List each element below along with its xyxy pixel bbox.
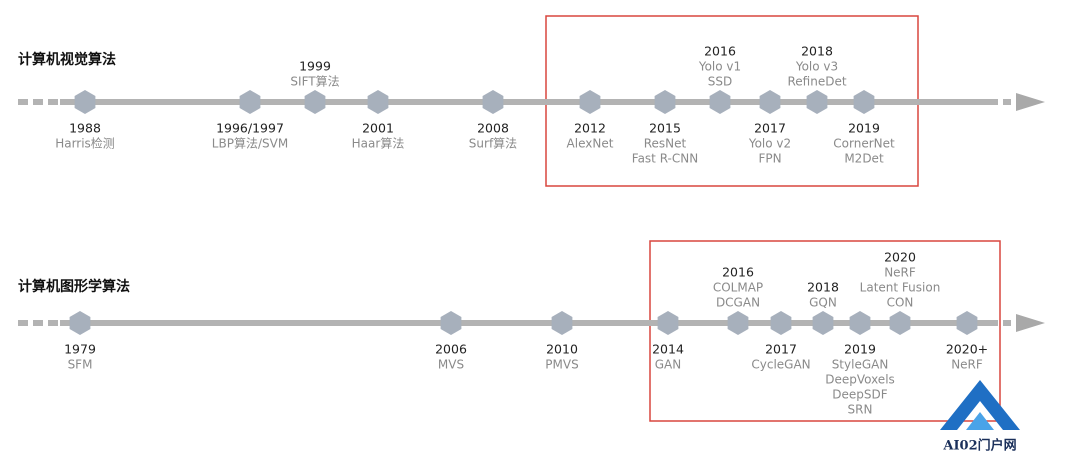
event-label: PMVS <box>545 358 578 372</box>
event-label: M2Det <box>844 152 884 166</box>
milestone <box>239 90 261 114</box>
event-label: Harris检测 <box>55 136 115 151</box>
event-year: 1996/1997 <box>216 121 284 136</box>
watermark: AI02门户网 <box>942 438 1016 454</box>
milestone <box>806 90 828 114</box>
event-year: 2018 <box>807 280 839 295</box>
event-year: 2017 <box>765 342 797 357</box>
event-year: 2019 <box>844 342 876 357</box>
event-label: RefineDet <box>787 75 846 89</box>
milestone <box>889 311 911 335</box>
event-label: SIFT算法 <box>290 74 339 89</box>
highlight-box <box>649 240 1001 422</box>
event-label: DeepSDF <box>832 388 887 402</box>
event-year: 2018 <box>801 44 833 59</box>
event-year: 1988 <box>69 121 101 136</box>
event-label: DeepVoxels <box>825 373 895 387</box>
milestone <box>482 90 504 114</box>
timeline-title: 计算机视觉算法 <box>18 51 116 68</box>
milestone <box>759 90 781 114</box>
event-label: Yolo v1 <box>698 60 741 74</box>
arrow-head <box>1016 93 1045 111</box>
milestone <box>709 90 731 114</box>
logo: AI02门户网 <box>940 380 1020 454</box>
event-label: LBP算法/SVM <box>212 136 288 151</box>
milestone <box>579 90 601 114</box>
milestone <box>551 311 573 335</box>
milestone <box>440 311 462 335</box>
event-label: Surf算法 <box>469 136 517 151</box>
event-year: 1979 <box>64 342 96 357</box>
milestone <box>770 311 792 335</box>
event-label: FPN <box>758 152 781 166</box>
event-year: 2016 <box>722 265 754 280</box>
event-year: 2017 <box>754 121 786 136</box>
event-year: 2001 <box>362 121 394 136</box>
milestone <box>812 311 834 335</box>
event-year: 2012 <box>574 121 606 136</box>
milestone <box>304 90 326 114</box>
event-label: Haar算法 <box>352 136 405 151</box>
milestone <box>74 90 96 114</box>
event-year: 2016 <box>704 44 736 59</box>
milestone <box>367 90 389 114</box>
milestone <box>956 311 978 335</box>
event-label: StyleGAN <box>832 358 889 372</box>
event-year: 2015 <box>649 121 681 136</box>
event-year: 2010 <box>546 342 578 357</box>
event-label: SSD <box>708 75 732 89</box>
milestone <box>727 311 749 335</box>
event-label: GAN <box>655 358 681 372</box>
event-year: 2014 <box>652 342 684 357</box>
event-label: Latent Fusion <box>860 281 941 295</box>
milestone <box>654 90 676 114</box>
milestone <box>849 311 871 335</box>
event-year: 1999 <box>299 59 331 74</box>
event-label: ResNet <box>644 137 687 151</box>
event-label: DCGAN <box>716 296 760 310</box>
milestone <box>853 90 875 114</box>
event-label: Yolo v2 <box>748 137 791 151</box>
event-label: COLMAP <box>713 281 763 295</box>
event-label: Yolo v3 <box>795 60 838 74</box>
event-year: 2020 <box>884 250 916 265</box>
timeline-title: 计算机图形学算法 <box>18 278 130 295</box>
event-label: CycleGAN <box>751 358 810 372</box>
event-label: NeRF <box>884 266 916 280</box>
event-label: GQN <box>809 296 837 310</box>
event-label: Fast R-CNN <box>632 152 698 166</box>
event-year: 2008 <box>477 121 509 136</box>
event-year: 2020+ <box>946 342 988 357</box>
event-label: MVS <box>438 358 464 372</box>
event-label: CornerNet <box>833 137 895 151</box>
event-year: 2006 <box>435 342 467 357</box>
event-year: 2019 <box>848 121 880 136</box>
event-label: AlexNet <box>567 137 614 151</box>
event-label: CON <box>887 296 914 310</box>
milestone <box>69 311 91 335</box>
event-label: SFM <box>68 358 93 372</box>
arrow-head <box>1016 314 1045 332</box>
event-label: SRN <box>848 403 873 417</box>
milestone <box>657 311 679 335</box>
event-label: NeRF <box>951 358 983 372</box>
